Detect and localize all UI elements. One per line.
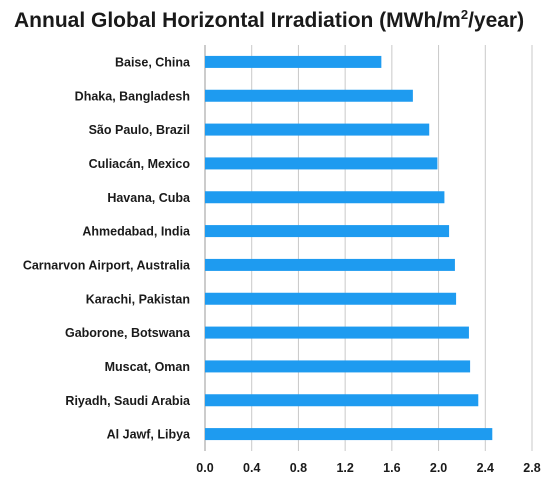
chart-title-tail: /year) [468, 9, 524, 32]
x-tick-label: 0.8 [290, 461, 307, 475]
category-label: Carnarvon Airport, Australia [23, 258, 191, 272]
category-label: Riyadh, Saudi Arabia [65, 394, 191, 408]
chart-title-main: Annual Global Horizontal Irradiation (MW… [14, 9, 461, 32]
bar [205, 360, 471, 373]
bar [205, 326, 469, 339]
category-label: Dhaka, Bangladesh [75, 89, 190, 103]
bar [205, 191, 445, 204]
bar [205, 394, 479, 407]
x-tick-label: 1.6 [383, 461, 400, 475]
x-tick-label: 0.0 [196, 461, 213, 475]
grid-lines [204, 45, 533, 451]
x-tick-label: 0.4 [243, 461, 260, 475]
category-label: Muscat, Oman [105, 360, 190, 374]
x-tick-labels: 0.0 0.4 0.8 1.2 1.6 2.0 2.4 2.8 [196, 461, 540, 475]
bar [205, 225, 450, 238]
bar [205, 55, 382, 68]
bar [205, 89, 413, 102]
category-label: Karachi, Pakistan [86, 292, 190, 306]
bar [205, 123, 430, 136]
category-label: Gaborone, Botswana [65, 326, 191, 340]
category-label: Culiacán, Mexico [89, 157, 191, 171]
category-label: Havana, Cuba [107, 191, 191, 205]
x-tick-label: 1.2 [336, 461, 353, 475]
category-label: São Paulo, Brazil [89, 123, 190, 137]
x-tick-label: 2.8 [523, 461, 540, 475]
chart-title: Annual Global Horizontal Irradiation (MW… [14, 7, 524, 32]
x-tick-label: 2.0 [430, 461, 447, 475]
bar [205, 428, 493, 441]
bar [205, 157, 438, 170]
category-label: Ahmedabad, India [82, 225, 191, 239]
category-label: Baise, China [115, 55, 191, 69]
bars [205, 55, 493, 441]
category-label: Al Jawf, Libya [107, 428, 191, 442]
bar [205, 258, 455, 271]
chart-title-sup: 2 [461, 7, 468, 22]
x-tick-label: 2.4 [477, 461, 494, 475]
bar [205, 292, 457, 305]
category-labels: Baise, China Dhaka, Bangladesh São Paulo, … [23, 55, 191, 441]
